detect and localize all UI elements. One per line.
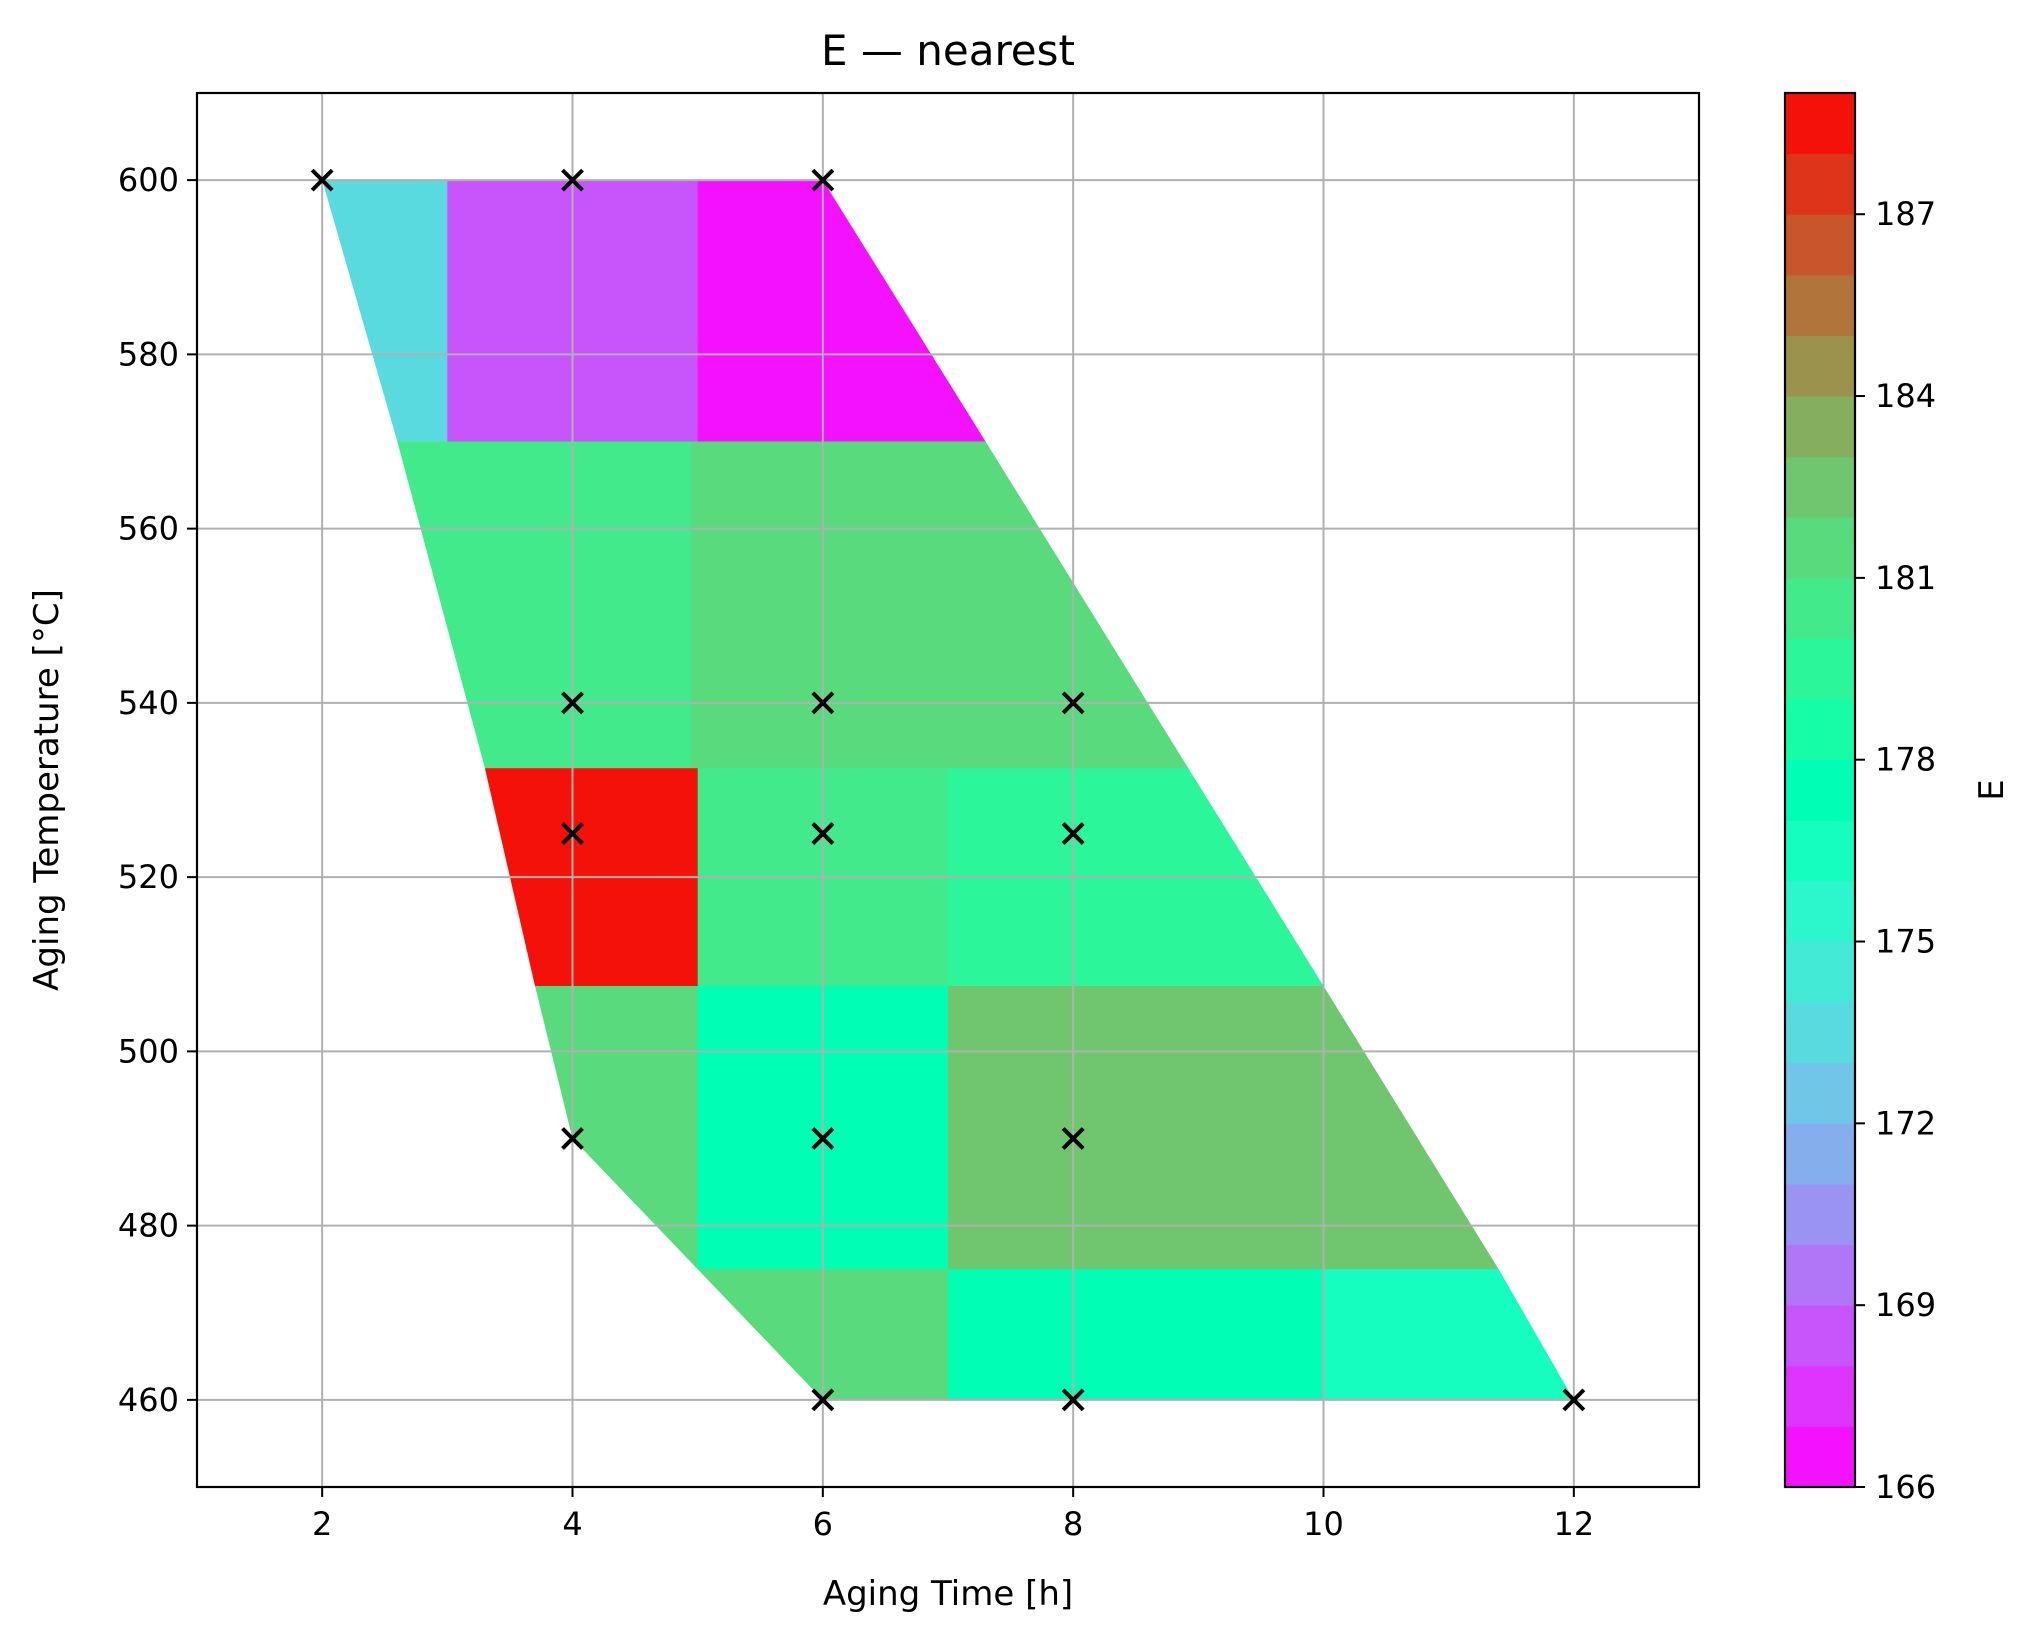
x-axis-label: Aging Time [h]	[823, 1574, 1073, 1614]
x-tick-label: 10	[1303, 1505, 1344, 1543]
colorbar-tick-label: 172	[1875, 1104, 1936, 1142]
y-tick-label: 480	[118, 1207, 179, 1245]
colorbar-segment	[1785, 1002, 1855, 1064]
y-tick-label: 500	[118, 1032, 179, 1070]
sample-point-marker	[561, 822, 584, 845]
colorbar-tick-label: 169	[1875, 1286, 1936, 1324]
grid-lines	[197, 93, 1699, 1487]
colorbar-segment	[1785, 335, 1855, 397]
y-tick-label: 560	[118, 510, 179, 548]
colorbar-segment	[1785, 941, 1855, 1003]
marker-stroke	[1562, 1388, 1586, 1412]
colorbar-segment	[1785, 1183, 1855, 1246]
colorbar-segment	[1785, 1123, 1855, 1185]
colorbar-frame	[1783, 91, 1857, 1489]
colorbar-tick-label: 181	[1875, 559, 1936, 597]
y-tick-label: 600	[118, 161, 179, 199]
colorbar-segment	[1785, 274, 1855, 336]
colorbar-segment	[1785, 456, 1855, 518]
colorbar-segment	[1785, 759, 1855, 821]
y-tick-label: 540	[118, 684, 179, 722]
y-tick-label: 520	[118, 858, 179, 896]
sample-point-marker	[561, 168, 584, 192]
marker-stroke	[561, 168, 584, 192]
colorbar-segment	[1785, 93, 1855, 155]
sample-point-marker	[1061, 1388, 1085, 1412]
colorbar-segment	[1785, 1305, 1855, 1367]
sample-point-marker	[1061, 822, 1085, 845]
colorbar-segment	[1785, 880, 1855, 943]
colorbar-segment	[1785, 699, 1855, 761]
marker-stroke	[1061, 691, 1085, 715]
y-axis-label: Aging Temperature [°C]	[27, 589, 67, 991]
sample-point-marker	[811, 1127, 835, 1150]
y-axis-ticks: 460 480 500 520 540 560 580 600	[118, 161, 197, 1419]
y-tick-label: 460	[118, 1381, 179, 1419]
sample-point-marker	[561, 1127, 584, 1150]
x-axis-ticks: 2 4 6 8 10 12	[312, 1487, 1594, 1543]
marker-stroke	[811, 1127, 835, 1150]
marker-stroke	[811, 168, 835, 192]
sample-point-marker	[310, 168, 334, 192]
colorbar-segment	[1785, 517, 1855, 579]
colorbar-segment	[1785, 638, 1855, 700]
plot-area-frame	[195, 91, 1701, 1489]
sample-point-marker	[1061, 691, 1085, 715]
colorbar-segment	[1785, 1062, 1855, 1124]
marker-stroke	[561, 1127, 584, 1150]
colorbar-tick-label: 175	[1875, 923, 1936, 961]
x-tick-label: 2	[312, 1505, 332, 1543]
marker-stroke	[561, 691, 584, 715]
colorbar-tick-label: 184	[1875, 377, 1936, 415]
colorbar-tick-label: 187	[1875, 195, 1936, 233]
y-tick-label: 580	[118, 335, 179, 373]
chart-title: E — nearest	[821, 26, 1075, 75]
x-tick-label: 6	[813, 1505, 833, 1543]
marker-stroke	[561, 822, 584, 845]
sample-point-marker	[811, 1388, 835, 1412]
colorbar	[1785, 93, 1855, 1488]
marker-stroke	[1061, 1127, 1085, 1150]
x-tick-label: 4	[562, 1505, 582, 1543]
marker-stroke	[811, 691, 835, 715]
colorbar-segment	[1785, 153, 1855, 215]
sample-point-marker	[1061, 1127, 1085, 1150]
colorbar-segment	[1785, 1244, 1855, 1306]
colorbar-segment	[1785, 820, 1855, 882]
marker-stroke	[310, 168, 334, 192]
marker-stroke	[811, 822, 835, 845]
colorbar-label: E	[1972, 779, 2012, 800]
colorbar-segment	[1785, 577, 1855, 639]
colorbar-segment	[1785, 214, 1855, 276]
sample-point-marker	[811, 168, 835, 192]
marker-stroke	[811, 1388, 835, 1412]
heatmap-cell	[948, 1269, 1325, 1400]
sample-point-marker	[1562, 1388, 1586, 1412]
colorbar-segment	[1785, 1365, 1855, 1427]
marker-stroke	[1061, 822, 1085, 845]
sample-points	[310, 168, 1586, 1412]
sample-point-marker	[811, 822, 835, 845]
colorbar-ticks: 166 169 172 175 178 181 184 187	[1855, 195, 1936, 1506]
colorbar-segment	[1785, 396, 1855, 458]
x-tick-label: 12	[1553, 1505, 1594, 1543]
colorbar-tick-label: 166	[1875, 1468, 1936, 1506]
sample-point-marker	[561, 691, 584, 715]
colorbar-segment	[1785, 1426, 1855, 1488]
x-tick-label: 8	[1063, 1505, 1083, 1543]
marker-stroke	[1061, 1388, 1085, 1412]
colorbar-tick-label: 178	[1875, 741, 1936, 779]
sample-point-marker	[811, 691, 835, 715]
